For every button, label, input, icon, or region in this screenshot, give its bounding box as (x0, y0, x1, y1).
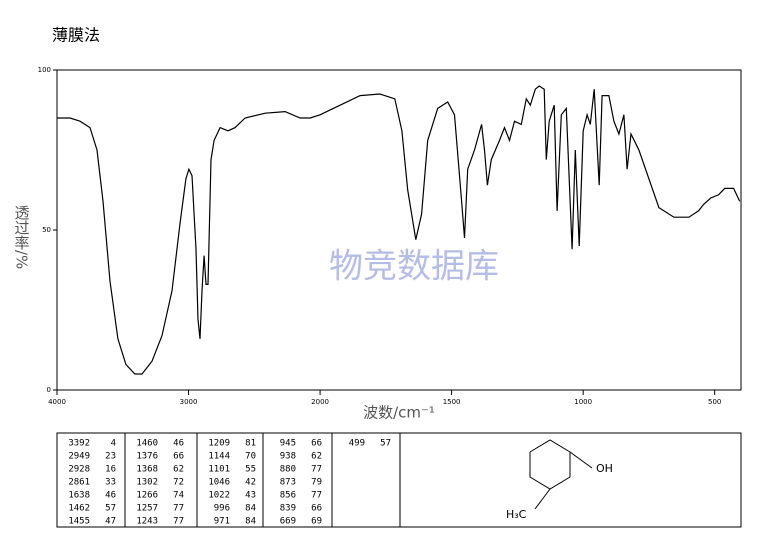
peak-transmittance: 46 (173, 439, 184, 449)
structure-label: OH (596, 462, 613, 475)
peak-wavenumber: 945 (280, 439, 296, 449)
peak-transmittance: 74 (173, 491, 184, 501)
peak-transmittance: 77 (311, 465, 322, 475)
y-tick-label: 50 (42, 226, 51, 234)
peak-transmittance: 66 (311, 504, 322, 514)
peak-wavenumber: 938 (280, 452, 296, 462)
x-axis-label: 波数/cm⁻¹ (363, 404, 435, 422)
peak-wavenumber: 1302 (136, 478, 158, 488)
peak-wavenumber: 669 (280, 517, 296, 527)
peak-wavenumber: 1144 (208, 452, 230, 462)
watermark: 物竞数据库 (329, 247, 499, 287)
peak-wavenumber: 499 (349, 439, 365, 449)
peak-wavenumber: 996 (214, 504, 230, 514)
peak-transmittance: 57 (105, 504, 116, 514)
peak-wavenumber: 1046 (208, 478, 230, 488)
peak-wavenumber: 1460 (136, 439, 158, 449)
peak-wavenumber: 2861 (68, 478, 90, 488)
peak-wavenumber: 839 (280, 504, 296, 514)
y-axis-label: 透过率/% (13, 205, 31, 269)
peak-transmittance: 66 (173, 452, 184, 462)
x-tick-label: 3000 (180, 398, 198, 406)
table-frame (56, 432, 742, 528)
x-tick-label: 4000 (48, 398, 66, 406)
peak-transmittance: 42 (245, 478, 256, 488)
peak-transmittance: 46 (105, 491, 116, 501)
peak-transmittance: 4 (111, 439, 116, 449)
peak-wavenumber: 873 (280, 478, 296, 488)
peak-wavenumber: 1376 (136, 452, 158, 462)
y-tick-label: 100 (38, 66, 51, 74)
peak-transmittance: 70 (245, 452, 256, 462)
peak-wavenumber: 1022 (208, 491, 230, 501)
peak-transmittance: 69 (311, 517, 322, 527)
peak-wavenumber: 1209 (208, 439, 230, 449)
x-tick-label: 1500 (443, 398, 461, 406)
peak-wavenumber: 1462 (68, 504, 90, 514)
peak-transmittance: 55 (245, 465, 256, 475)
peak-transmittance: 66 (311, 439, 322, 449)
x-tick-label: 500 (708, 398, 721, 406)
peak-transmittance: 16 (105, 465, 116, 475)
peak-wavenumber: 1101 (208, 465, 230, 475)
x-tick-label: 1000 (574, 398, 592, 406)
peak-transmittance: 72 (173, 478, 184, 488)
peak-wavenumber: 1368 (136, 465, 158, 475)
peak-wavenumber: 1243 (136, 517, 158, 527)
peak-transmittance: 77 (311, 491, 322, 501)
peak-wavenumber: 1257 (136, 504, 158, 514)
y-tick-label: 0 (47, 386, 51, 394)
peak-transmittance: 33 (105, 478, 116, 488)
peak-transmittance: 84 (245, 504, 256, 514)
peak-transmittance: 79 (311, 478, 322, 488)
spectrum-line (57, 85, 741, 375)
peak-wavenumber: 880 (280, 465, 296, 475)
structure-drawing (529, 439, 593, 510)
peak-transmittance: 77 (173, 517, 184, 527)
peak-wavenumber: 2928 (68, 465, 90, 475)
peak-transmittance: 57 (380, 439, 391, 449)
structure-label: H₃C (506, 508, 527, 521)
peak-transmittance: 47 (105, 517, 116, 527)
peak-transmittance: 77 (173, 504, 184, 514)
peak-wavenumber: 1266 (136, 491, 158, 501)
peak-wavenumber: 1638 (68, 491, 90, 501)
peak-transmittance: 81 (245, 439, 256, 449)
peak-wavenumber: 856 (280, 491, 296, 501)
x-tick-label: 2000 (311, 398, 329, 406)
peak-transmittance: 43 (245, 491, 256, 501)
peak-transmittance: 23 (105, 452, 116, 462)
table-dividers (124, 433, 401, 527)
peak-transmittance: 62 (311, 452, 322, 462)
peak-wavenumber: 2949 (68, 452, 90, 462)
page-title: 薄膜法 (52, 26, 100, 45)
peak-wavenumber: 3392 (68, 439, 90, 449)
peak-transmittance: 84 (245, 517, 256, 527)
peak-transmittance: 62 (173, 465, 184, 475)
peak-wavenumber: 1455 (68, 517, 90, 527)
peak-wavenumber: 971 (214, 517, 230, 527)
